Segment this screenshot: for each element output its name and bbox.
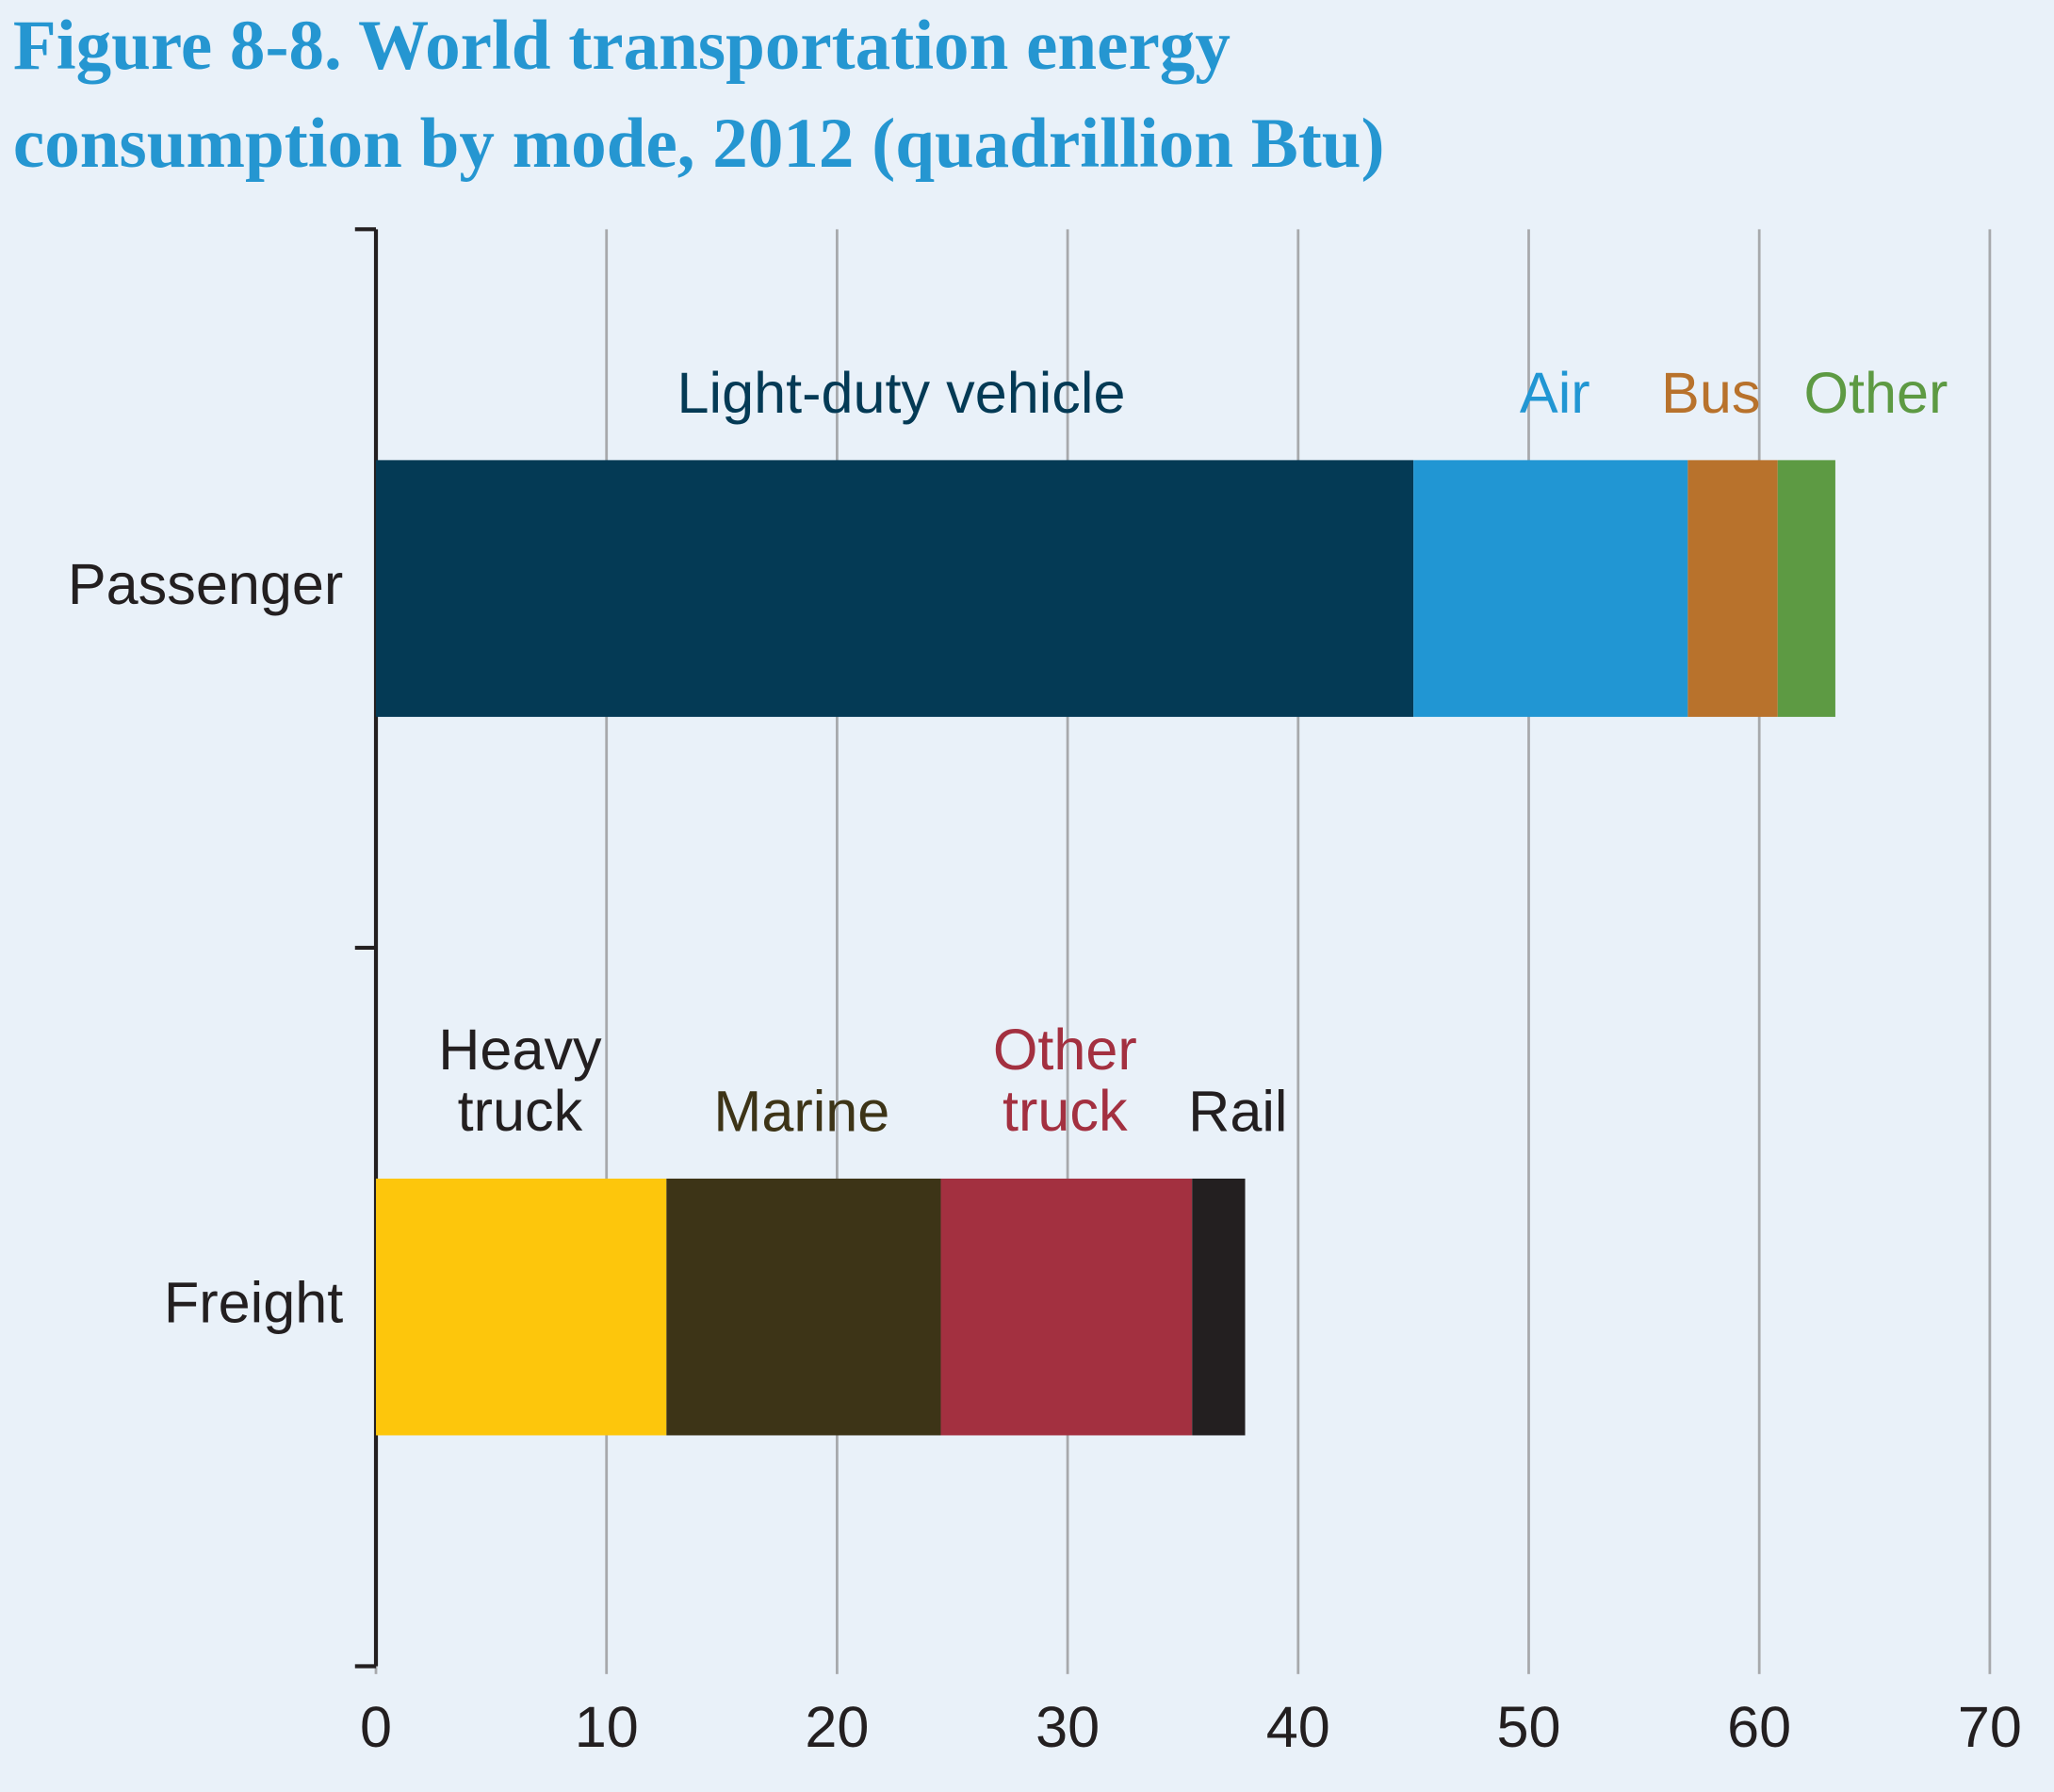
bar-segment (1192, 1178, 1246, 1436)
x-tick-label: 20 (805, 1695, 869, 1759)
series-label: Marine (713, 1079, 889, 1143)
bar-segment (1777, 460, 1835, 717)
x-tick-label: 10 (575, 1695, 639, 1759)
bar-segment (940, 1178, 1193, 1436)
series-label: Bus (1661, 361, 1760, 425)
x-tick-label: 0 (360, 1695, 392, 1759)
x-tick-label: 30 (1035, 1695, 1100, 1759)
x-tick-label: 40 (1266, 1695, 1330, 1759)
bar-segment (1687, 460, 1778, 717)
series-label: Other (1803, 361, 1948, 425)
bar-segment (376, 1178, 667, 1436)
series-label: Air (1520, 361, 1590, 425)
series-label: Rail (1188, 1079, 1287, 1143)
bar-segment (376, 460, 1414, 717)
x-tick-label: 60 (1727, 1695, 1791, 1759)
y-tick-label: Freight (164, 1270, 343, 1334)
x-tick-label: 70 (1958, 1695, 2022, 1759)
y-tick-label: Passenger (68, 552, 343, 616)
series-label: Other truck (993, 1018, 1137, 1143)
bar-segment (666, 1178, 941, 1436)
chart-title: Figure 8-8. World transportation energy (13, 7, 1231, 85)
series-label: Light-duty vehicle (677, 361, 1126, 425)
x-tick-label: 50 (1496, 1695, 1560, 1759)
series-label: Heavy truck (438, 1018, 602, 1143)
chart-title: consumption by mode, 2012 (quadrillion B… (13, 105, 1385, 183)
bar-segment (1413, 460, 1688, 717)
